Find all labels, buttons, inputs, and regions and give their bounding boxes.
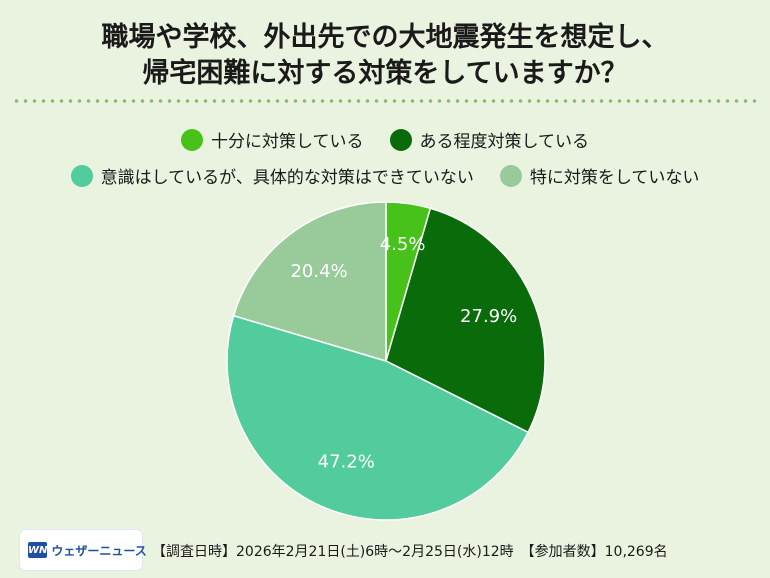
title-line-2: 帰宅困難に対する対策をしていますか？ <box>142 58 628 89</box>
legend-row-1: 十分に対策している ある程度対策している <box>0 127 770 152</box>
title-line-1: 職場や学校、外出先での大地震発生を想定し、 <box>101 22 669 53</box>
legend-swatch-somewhat <box>389 128 412 151</box>
legend-label-aware: 意識はしているが、具体的な対策はできていない <box>100 168 474 188</box>
pie-label-aware: 47.2% <box>318 451 375 472</box>
legend-item-sufficient: 十分に対策している <box>181 127 364 152</box>
pie-slice-somewhat <box>385 207 546 434</box>
pie-label-none: 20.4% <box>290 261 347 282</box>
weathernews-logo: WN ウェザーニュース <box>20 530 147 570</box>
pie-slice-none <box>232 201 387 363</box>
chart-title: 職場や学校、外出先での大地震発生を想定し、 帰宅困難に対する対策をしていますか？ <box>0 20 770 92</box>
legend-swatch-sufficient <box>181 128 203 151</box>
legend-item-aware: 意識はしているが、具体的な対策はできていない <box>70 163 474 188</box>
survey-note: 【調査日時】2026年2月21日(土)6時～2月25日(水)12時 【参加者数】… <box>152 544 668 560</box>
legend-row-2: 意識はしているが、具体的な対策はできていない 特に対策をしていない <box>0 163 770 188</box>
dotted-divider <box>12 99 758 103</box>
pie-slice-aware <box>226 314 530 521</box>
logo-mark: WN <box>28 542 48 558</box>
legend-swatch-aware <box>70 164 93 187</box>
legend-item-none: 特に対策をしていない <box>499 163 700 188</box>
logo-text: ウェザーニュース <box>51 543 147 558</box>
legend-swatch-none <box>499 164 522 187</box>
legend-label-sufficient: 十分に対策している <box>211 132 364 152</box>
legend-label-somewhat: ある程度対策している <box>419 132 590 152</box>
legend-label-none: 特に対策をしていない <box>529 168 700 188</box>
legend-item-somewhat: ある程度対策している <box>389 127 590 152</box>
pie-label-sufficient: 4.5% <box>380 234 426 255</box>
pie-label-somewhat: 27.9% <box>460 306 517 327</box>
